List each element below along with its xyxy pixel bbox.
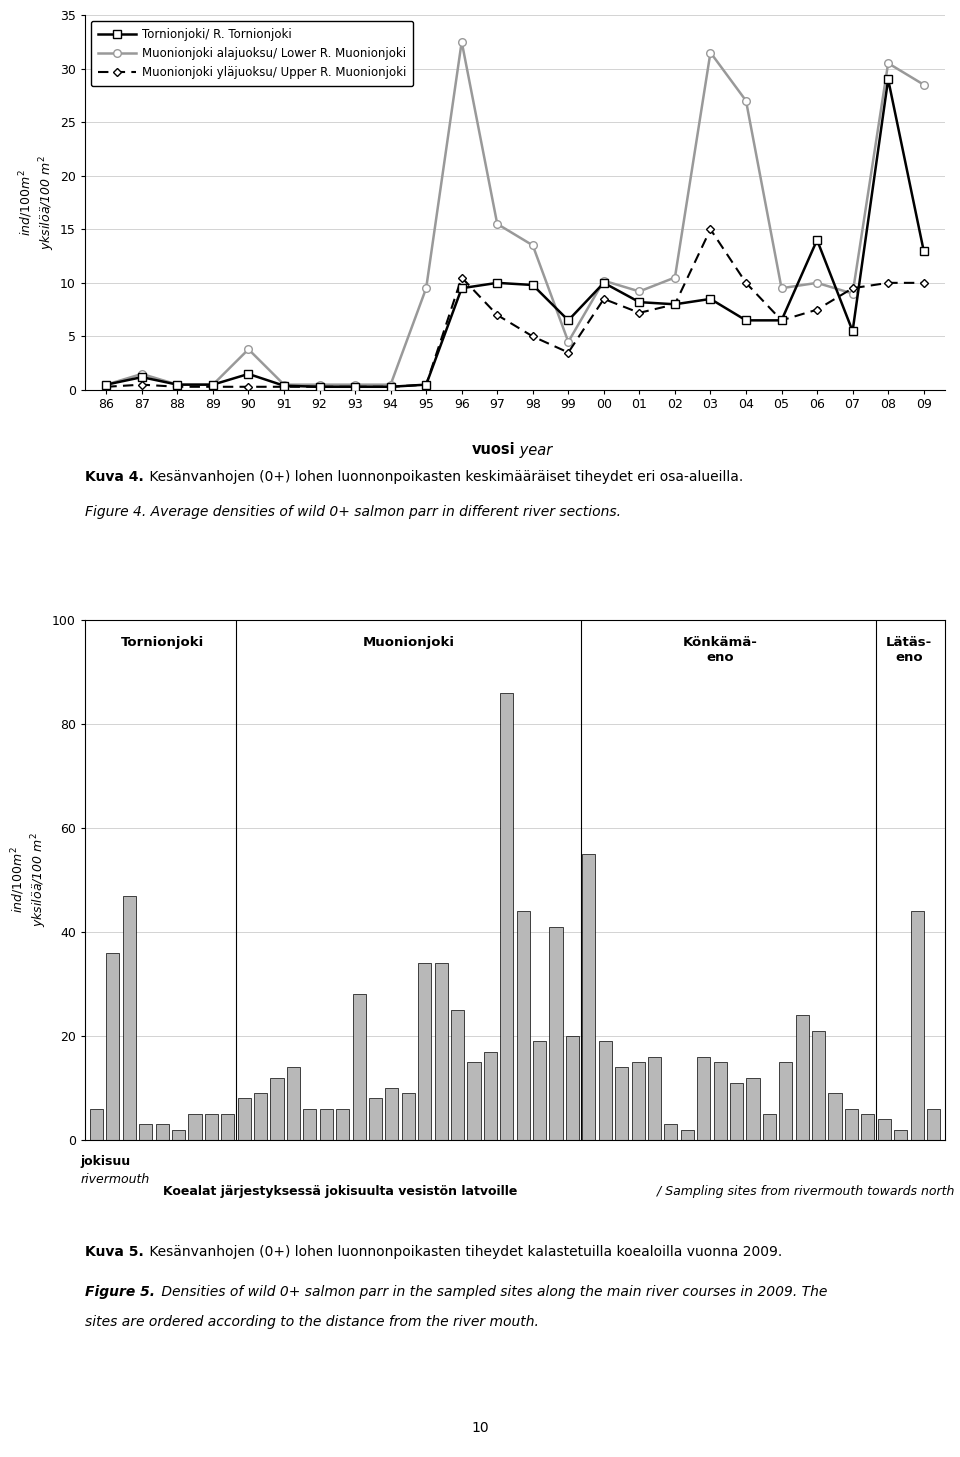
- Bar: [336, 1109, 349, 1139]
- Bar: [697, 1056, 710, 1139]
- Bar: [320, 1109, 333, 1139]
- Bar: [599, 1042, 612, 1139]
- Text: Kesänvanhojen (0+) lohen luonnonpoikasten tiheydet kalastetuilla koealoilla vuon: Kesänvanhojen (0+) lohen luonnonpoikaste…: [146, 1244, 782, 1259]
- Bar: [435, 963, 447, 1139]
- Text: Lätäs-
eno: Lätäs- eno: [886, 635, 932, 663]
- Bar: [500, 692, 514, 1139]
- Text: 10: 10: [471, 1421, 489, 1435]
- Text: Könkämä-
eno: Könkämä- eno: [683, 635, 757, 663]
- Bar: [287, 1067, 300, 1139]
- Bar: [583, 854, 595, 1139]
- Bar: [401, 1093, 415, 1139]
- Text: year: year: [515, 443, 552, 457]
- Bar: [172, 1129, 185, 1139]
- Bar: [303, 1109, 317, 1139]
- Y-axis label: $ind/ 100m^2$
yksilöä/100 m$^2$: $ind/ 100m^2$ yksilöä/100 m$^2$: [17, 154, 58, 249]
- Bar: [238, 1099, 251, 1139]
- Text: Figure 4. Average densities of wild 0+ salmon parr in different river sections.: Figure 4. Average densities of wild 0+ s…: [85, 506, 621, 519]
- Text: Tornionjoki: Tornionjoki: [121, 635, 204, 648]
- Bar: [648, 1056, 661, 1139]
- Bar: [156, 1125, 169, 1139]
- Bar: [419, 963, 431, 1139]
- Bar: [369, 1099, 382, 1139]
- Bar: [632, 1062, 645, 1139]
- Bar: [90, 1109, 103, 1139]
- Text: Densities of wild 0+ salmon parr in the sampled sites along the main river cours: Densities of wild 0+ salmon parr in the …: [157, 1285, 828, 1300]
- Bar: [730, 1083, 743, 1139]
- Bar: [385, 1088, 398, 1139]
- Bar: [484, 1052, 497, 1139]
- Bar: [352, 994, 366, 1139]
- Y-axis label: $ind/ 100m^2$
yksilöä/100 m$^2$: $ind/ 100m^2$ yksilöä/100 m$^2$: [10, 832, 49, 927]
- Bar: [681, 1129, 694, 1139]
- Bar: [747, 1078, 759, 1139]
- Bar: [780, 1062, 792, 1139]
- Bar: [763, 1115, 776, 1139]
- Bar: [254, 1093, 267, 1139]
- Text: sites are ordered according to the distance from the river mouth.: sites are ordered according to the dista…: [85, 1316, 539, 1329]
- Bar: [451, 1010, 464, 1139]
- Bar: [188, 1115, 202, 1139]
- Bar: [877, 1119, 891, 1139]
- Bar: [845, 1109, 858, 1139]
- Bar: [271, 1078, 283, 1139]
- Text: Kuva 4.: Kuva 4.: [85, 471, 144, 484]
- Bar: [615, 1067, 628, 1139]
- Text: / Sampling sites from rivermouth towards north: / Sampling sites from rivermouth towards…: [653, 1185, 954, 1198]
- Bar: [549, 927, 563, 1139]
- Bar: [713, 1062, 727, 1139]
- Bar: [796, 1016, 808, 1139]
- Bar: [516, 911, 530, 1139]
- Bar: [927, 1109, 940, 1139]
- Bar: [533, 1042, 546, 1139]
- Legend: Tornionjoki/ R. Tornionjoki, Muonionjoki alajuoksu/ Lower R. Muonionjoki, Muonio: Tornionjoki/ R. Tornionjoki, Muonionjoki…: [91, 20, 413, 86]
- Text: vuosi: vuosi: [471, 443, 515, 457]
- Text: Koealat järjestyksessä jokisuulta vesistön latvoille: Koealat järjestyksessä jokisuulta vesist…: [163, 1185, 517, 1198]
- Bar: [828, 1093, 842, 1139]
- Text: Figure 5.: Figure 5.: [85, 1285, 155, 1300]
- Text: rivermouth: rivermouth: [81, 1173, 150, 1186]
- Bar: [139, 1125, 153, 1139]
- Bar: [204, 1115, 218, 1139]
- Bar: [468, 1062, 481, 1139]
- Text: Kuva 5.: Kuva 5.: [85, 1244, 144, 1259]
- Bar: [123, 896, 136, 1139]
- Text: Kesänvanhojen (0+) lohen luonnonpoikasten keskimääräiset tiheydet eri osa-alueil: Kesänvanhojen (0+) lohen luonnonpoikaste…: [146, 471, 744, 484]
- Bar: [861, 1115, 875, 1139]
- Text: jokisuu: jokisuu: [81, 1155, 131, 1169]
- Bar: [812, 1030, 826, 1139]
- Bar: [664, 1125, 678, 1139]
- Bar: [910, 911, 924, 1139]
- Bar: [221, 1115, 234, 1139]
- Bar: [107, 953, 119, 1139]
- Text: Muonionjoki: Muonionjoki: [362, 635, 454, 648]
- Bar: [565, 1036, 579, 1139]
- Bar: [894, 1129, 907, 1139]
